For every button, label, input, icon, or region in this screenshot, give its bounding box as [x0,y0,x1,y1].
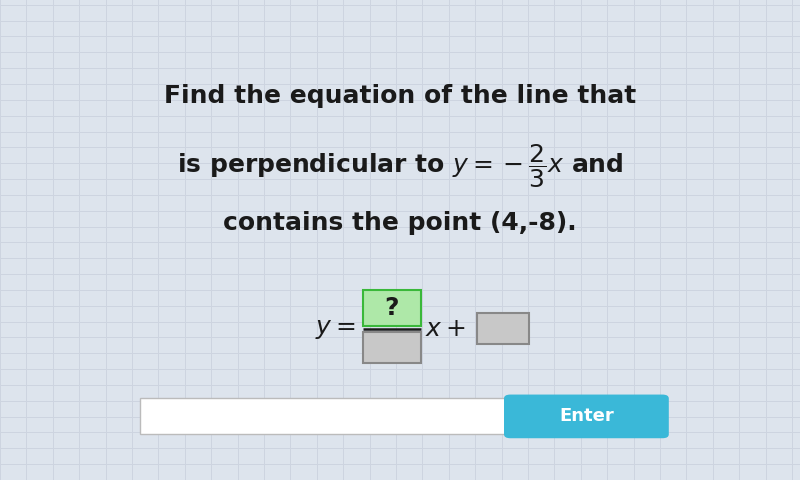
Text: Enter: Enter [559,408,614,425]
Text: is perpendicular to $y = -\dfrac{2}{3}x$ and: is perpendicular to $y = -\dfrac{2}{3}x$… [177,142,623,190]
FancyBboxPatch shape [504,395,669,438]
Text: contains the point (4,-8).: contains the point (4,-8). [223,211,577,235]
FancyBboxPatch shape [363,290,421,326]
Text: $y =$: $y =$ [314,317,355,341]
Text: ?: ? [385,296,399,320]
FancyBboxPatch shape [477,313,529,345]
Text: Find the equation of the line that: Find the equation of the line that [164,84,636,108]
Text: $x +$: $x +$ [425,317,466,341]
FancyBboxPatch shape [363,332,421,363]
FancyBboxPatch shape [140,398,508,434]
